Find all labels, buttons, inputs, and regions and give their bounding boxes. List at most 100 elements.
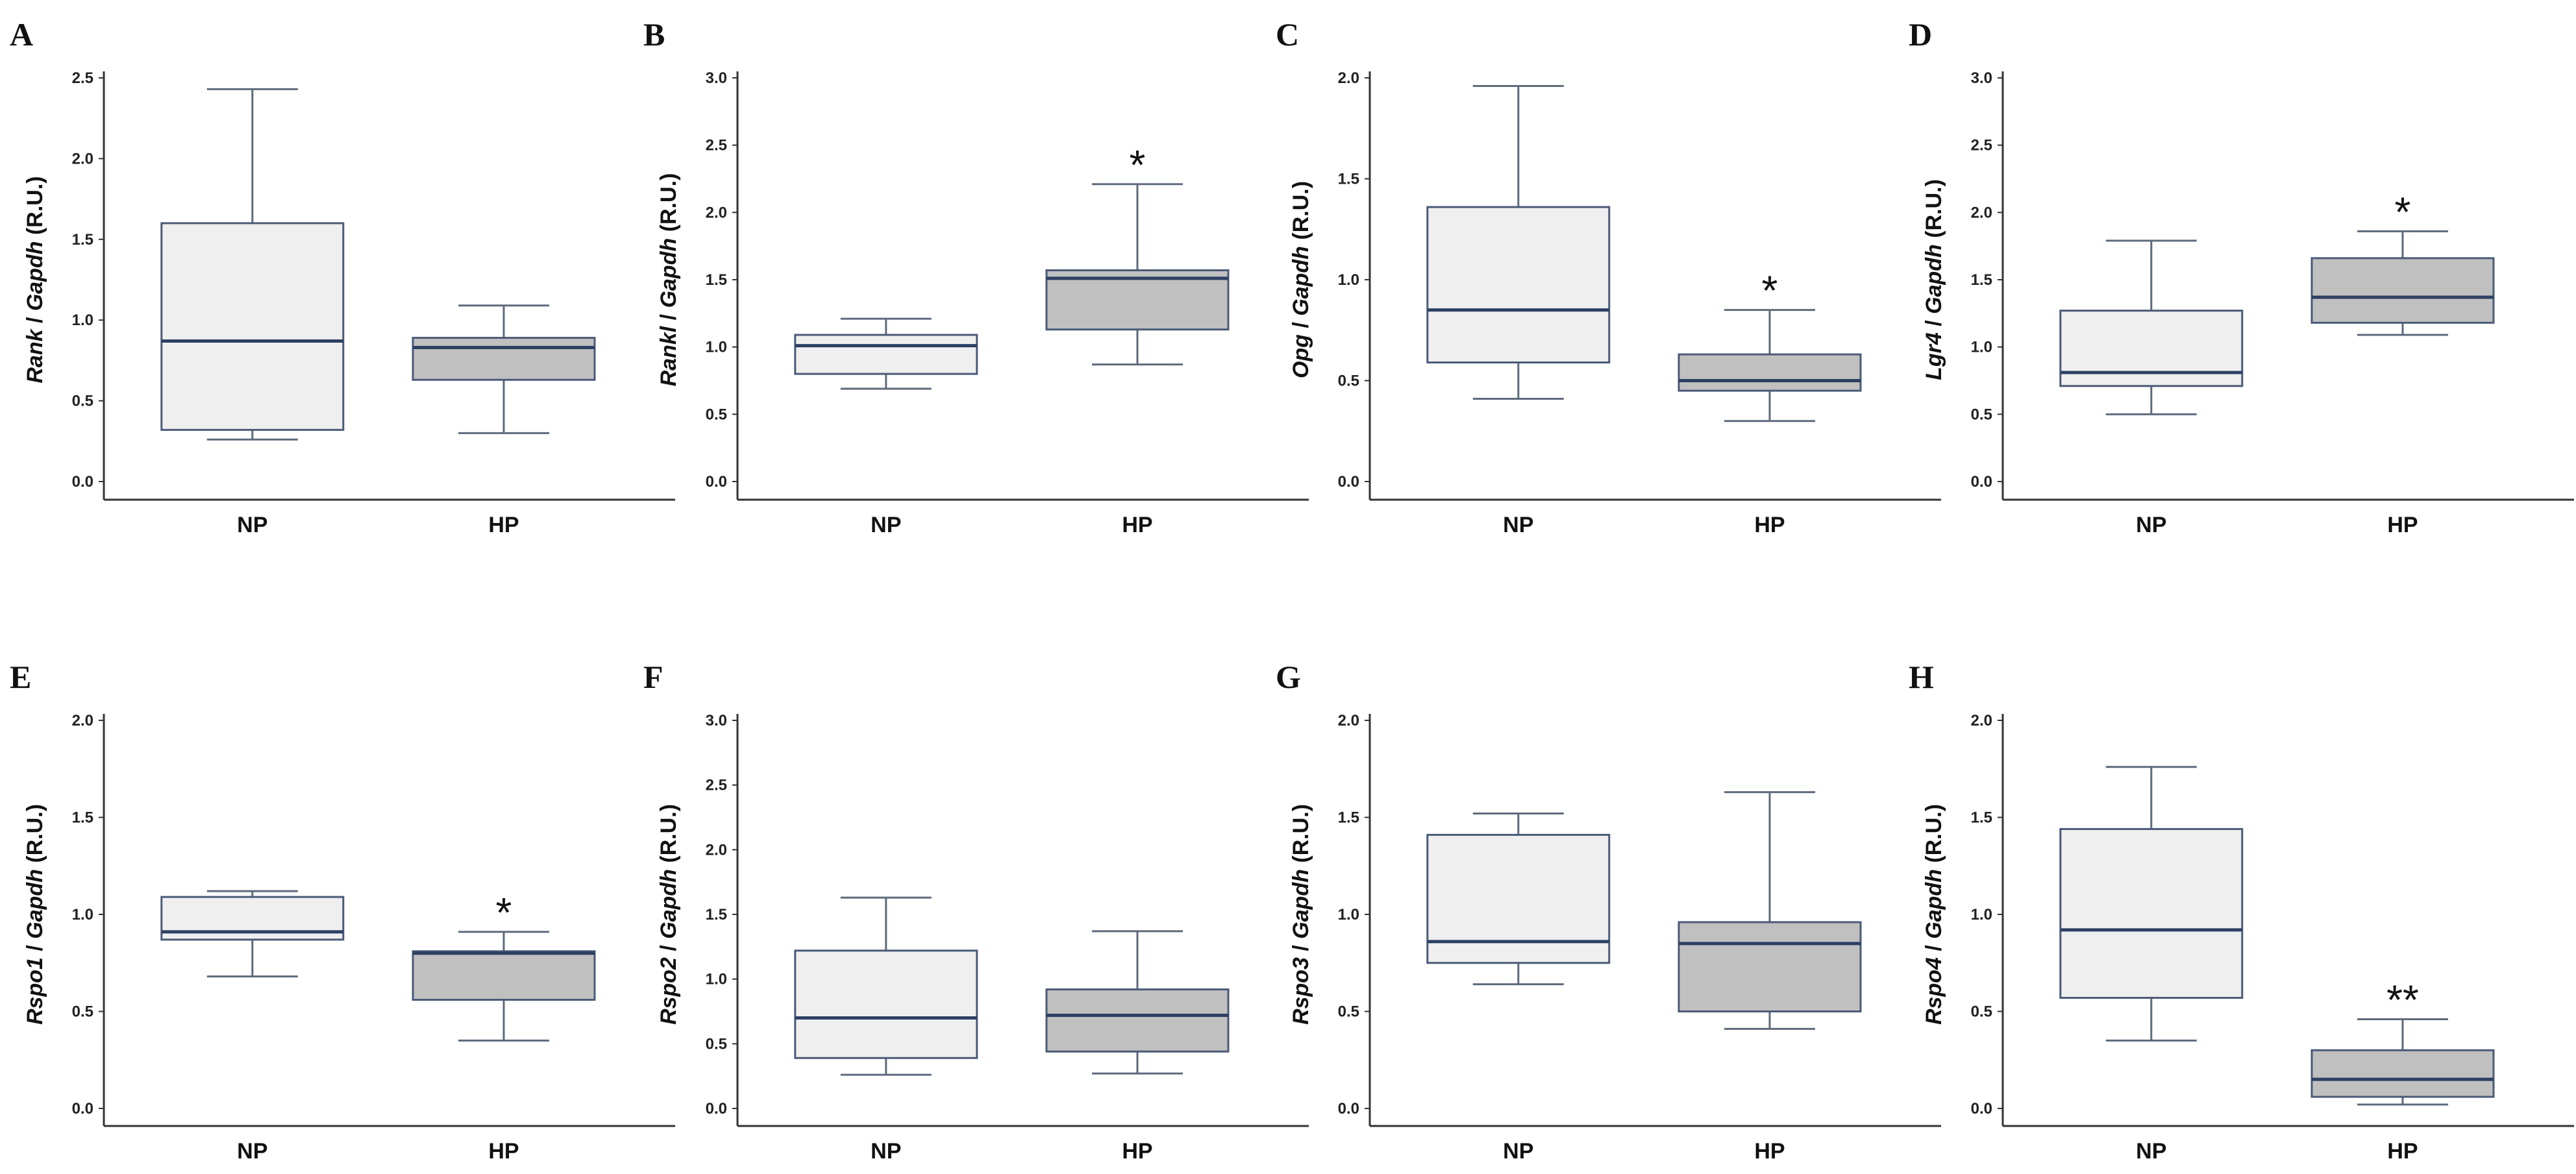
category-label: HP <box>1122 1139 1152 1164</box>
significance-marker: * <box>1762 267 1778 314</box>
box-np: NP <box>794 896 978 1164</box>
y-tick-label: 2.5 <box>706 137 727 154</box>
category-label: NP <box>871 1139 901 1164</box>
significance-marker: ** <box>2386 976 2419 1023</box>
y-axis-label: Rspo1 / Gapdh (R.U.) <box>23 804 47 1025</box>
category-label: NP <box>871 513 901 537</box>
category-label: HP <box>2387 513 2418 537</box>
y-tick-label: 1.5 <box>1971 271 1992 289</box>
iqr-box <box>1045 988 1230 1053</box>
category-label: HP <box>488 1139 519 1164</box>
y-tick-label: 0.0 <box>1338 473 1359 491</box>
y-tick-label: 1.5 <box>706 271 727 289</box>
box-hp: HP * <box>412 889 596 1164</box>
significance-marker: * <box>2395 188 2411 235</box>
y-tick-label: 1.0 <box>706 339 727 356</box>
category-label: HP <box>1754 1139 1785 1164</box>
box-hp: HP * <box>2310 188 2495 537</box>
y-tick-label: 1.5 <box>1338 171 1359 188</box>
iqr-box <box>412 337 596 381</box>
box-np: NP <box>1426 84 1611 537</box>
y-tick-label: 0.0 <box>1971 473 1992 491</box>
category-label: HP <box>488 513 519 537</box>
y-tick-label: 1.0 <box>706 971 727 988</box>
y-tick-label: 1.0 <box>1338 271 1359 289</box>
box-np: NP <box>2059 766 2244 1164</box>
box-hp: HP * <box>1045 141 1230 537</box>
box-hp: HP <box>1678 791 1862 1164</box>
box-hp: HP * <box>1678 267 1862 537</box>
y-tick-label: 0.5 <box>1971 1003 1992 1021</box>
box-hp: HP ** <box>2310 976 2495 1164</box>
category-label: HP <box>1122 513 1152 537</box>
iqr-box <box>1045 269 1230 331</box>
iqr-box <box>2059 827 2244 999</box>
y-tick-label: 1.0 <box>72 312 93 329</box>
panel-d: D Lgr4 / Gapdh (R.U.) 0.0 0.5 1.0 1.5 2.0 2.5 3.… <box>1909 16 2574 537</box>
iqr-box <box>2310 257 2495 324</box>
y-axis-label: Rank / Gapdh (R.U.) <box>23 176 47 383</box>
y-tick-label: 1.5 <box>72 231 93 249</box>
iqr-box <box>794 334 978 375</box>
box-np: NP <box>2059 239 2244 537</box>
category-label: HP <box>2387 1139 2418 1164</box>
category-label: NP <box>237 513 267 537</box>
y-tick-label: 1.0 <box>1338 906 1359 923</box>
y-tick-label: 0.5 <box>72 1003 93 1021</box>
y-axis-label: Rspo4 / Gapdh (R.U.) <box>1922 804 1946 1025</box>
panel-letter: D <box>1909 16 1932 53</box>
iqr-box <box>2310 1049 2495 1098</box>
category-label: HP <box>1754 513 1785 537</box>
panel-letter: G <box>1276 659 1301 695</box>
y-tick-label: 2.0 <box>1971 204 1992 221</box>
iqr-box <box>412 950 596 1001</box>
y-tick-label: 0.5 <box>1338 1003 1359 1021</box>
category-label: NP <box>1503 1139 1533 1164</box>
category-label: NP <box>1503 513 1533 537</box>
y-axis-label: Opg / Gapdh (R.U.) <box>1289 181 1313 378</box>
y-tick-label: 2.0 <box>1971 712 1992 729</box>
panel-letter: C <box>1276 16 1299 53</box>
y-tick-label: 3.0 <box>1971 69 1992 87</box>
panel-h: H Rspo4 / Gapdh (R.U.) 0.0 0.5 1.0 1.5 2.0 NP HP… <box>1909 659 2574 1164</box>
box-np: NP <box>160 88 345 537</box>
y-tick-label: 0.0 <box>72 1100 93 1118</box>
y-tick-label: 2.5 <box>1971 137 1992 154</box>
y-tick-label: 2.5 <box>72 69 93 87</box>
y-tick-label: 0.0 <box>72 473 93 491</box>
y-tick-label: 2.0 <box>1338 712 1359 729</box>
y-axis-label: Lgr4 / Gapdh (R.U.) <box>1922 179 1946 380</box>
y-tick-label: 2.0 <box>72 712 93 729</box>
y-tick-label: 3.0 <box>706 69 727 87</box>
significance-marker: * <box>1130 141 1146 188</box>
y-tick-label: 2.0 <box>1338 69 1359 87</box>
iqr-box <box>1678 921 1862 1012</box>
y-tick-label: 0.5 <box>706 406 727 423</box>
panel-c: C Opg / Gapdh (R.U.) 0.0 0.5 1.0 1.5 2.0 NP HP * <box>1276 16 1941 537</box>
box-hp: HP <box>1045 930 1230 1164</box>
panel-a: A Rank / Gapdh (R.U.) 0.0 0.5 1.0 1.5 2.0 2.5 NP… <box>10 16 675 537</box>
y-tick-label: 0.0 <box>706 473 727 491</box>
iqr-box <box>160 222 345 431</box>
y-tick-label: 0.0 <box>706 1100 727 1118</box>
y-tick-label: 2.5 <box>706 777 727 794</box>
iqr-box <box>2059 310 2244 387</box>
y-tick-label: 0.0 <box>1338 1100 1359 1118</box>
y-tick-label: 0.5 <box>706 1035 727 1053</box>
y-tick-label: 1.0 <box>1971 339 1992 356</box>
category-label: NP <box>2136 513 2166 537</box>
category-label: NP <box>237 1139 267 1164</box>
y-axis-label: Rspo2 / Gapdh (R.U.) <box>656 804 681 1025</box>
y-tick-label: 2.0 <box>72 150 93 167</box>
y-tick-label: 1.0 <box>72 906 93 923</box>
iqr-box <box>794 949 978 1059</box>
y-tick-label: 0.0 <box>1971 1100 1992 1118</box>
panel-g: G Rspo3 / Gapdh (R.U.) 0.0 0.5 1.0 1.5 2.0 NP HP <box>1276 659 1941 1164</box>
y-tick-label: 1.5 <box>1971 809 1992 827</box>
box-hp: HP <box>412 304 596 537</box>
y-tick-label: 3.0 <box>706 712 727 729</box>
y-tick-label: 1.5 <box>706 906 727 923</box>
box-np: NP <box>794 317 978 537</box>
y-tick-label: 0.5 <box>1338 373 1359 390</box>
iqr-box <box>1426 206 1611 364</box>
